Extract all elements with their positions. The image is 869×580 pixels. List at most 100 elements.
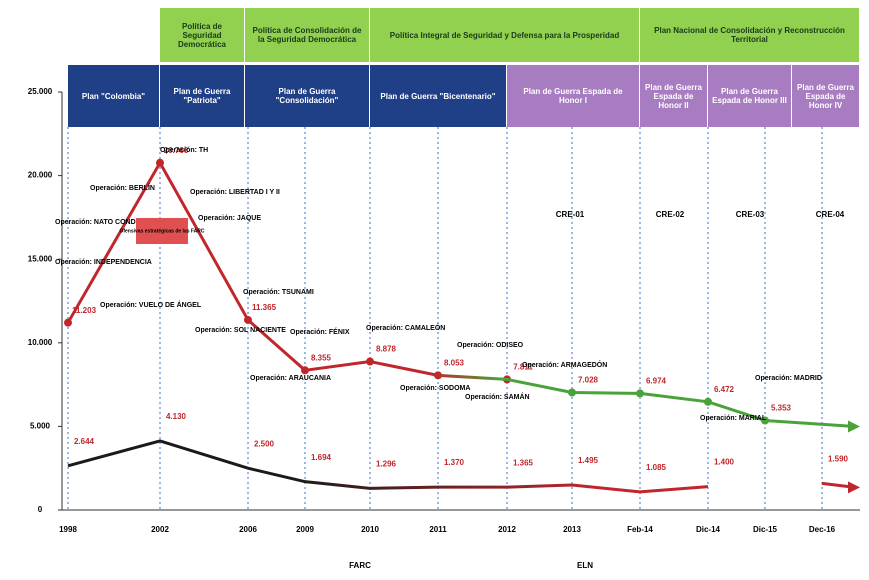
phase-label: CRE-02 <box>656 210 685 219</box>
policy-box <box>160 8 244 62</box>
x-tick-label: 2013 <box>563 525 581 534</box>
data-label: 7.028 <box>578 376 599 385</box>
x-tick-label: 2009 <box>296 525 314 534</box>
policy-text: Política de Consolidación de la Segurida… <box>252 26 362 44</box>
legend-label: FARC <box>349 561 371 570</box>
series-line <box>66 159 766 422</box>
data-label: 2.500 <box>254 439 275 448</box>
x-tick-label: Dic-15 <box>753 525 778 534</box>
policy-text: Política Integral de Seguridad y Defensa… <box>389 30 620 40</box>
policy: Política Integral de Seguridad y Defensa… <box>389 30 620 40</box>
policy: Política de Seguridad Democrática <box>177 21 227 49</box>
policy-text: Política de Seguridad Democrática <box>177 21 227 49</box>
plan: Plan de Guerra "Bicentenario" <box>380 91 496 101</box>
policy-box <box>245 8 369 62</box>
plan: Plan de Guerra Espada de Honor II <box>645 82 702 110</box>
annotation: Operación: SODOMA <box>400 385 470 392</box>
data-label: 1.495 <box>578 456 599 465</box>
plan-text: Plan de Guerra Espada de Honor IV <box>797 82 854 110</box>
annotation: Operación: ARMAGEDÓN <box>522 360 607 369</box>
policy-blank <box>68 8 159 62</box>
data-label: 4.130 <box>166 412 187 421</box>
x-tick-label: 2006 <box>239 525 257 534</box>
data-label: 8.355 <box>311 353 332 362</box>
data-label: 1.590 <box>828 455 849 464</box>
policy-text: Plan Nacional de Consolidación y Reconst… <box>654 26 845 44</box>
data-label: 1.400 <box>714 458 735 467</box>
x-tick-label: 2011 <box>429 525 447 534</box>
annotation: Operación: ODISEO <box>457 342 524 349</box>
annotation: Operación: LIBERTAD I Y II <box>190 189 280 196</box>
data-label: 8.053 <box>444 358 465 367</box>
x-tick-label: 2002 <box>151 525 169 534</box>
data-label: 6.974 <box>646 377 667 386</box>
x-tick-label: Dic-14 <box>696 525 721 534</box>
annotation: Operación: JAQUE <box>198 215 261 222</box>
arrow-head <box>848 481 860 494</box>
phase-label: CRE-03 <box>736 210 765 219</box>
plan-box <box>68 65 159 127</box>
plan: Plan "Colombia" <box>81 91 146 101</box>
plan: Plan de Guerra Espada de Honor III <box>712 87 787 105</box>
plan-box <box>160 65 244 127</box>
plan: Plan de Guerra "Consolidación" <box>275 87 339 105</box>
plan-text: Plan de Guerra Espada de Honor I <box>523 87 623 105</box>
annotation: Operación: NATO CONDOR <box>55 219 146 226</box>
plan: Plan de Guerra Espada de Honor I <box>523 87 623 105</box>
annotation: Ofensivas estratégicas de las FARC <box>119 228 204 234</box>
annotation: Operación: MADRID <box>755 375 822 382</box>
data-label: 1.365 <box>513 458 534 467</box>
plan-text: Plan de Guerra "Patriota" <box>173 87 231 105</box>
annotation: Operación: VUELO DE ÁNGEL <box>100 300 202 309</box>
data-label: 7.811 <box>513 363 533 372</box>
y-tick-label: 20.000 <box>28 171 53 180</box>
y-tick-label: 25.000 <box>28 87 53 96</box>
x-tick-label: Feb-14 <box>627 525 653 534</box>
annotation: Operación: INDEPENDENCIA <box>55 259 152 266</box>
annotation: Operación: CAMALEÓN <box>366 323 445 332</box>
phase-label: CRE-01 <box>556 210 585 219</box>
policy-box <box>370 8 639 62</box>
plan-text: Plan de Guerra "Consolidación" <box>275 87 339 105</box>
data-label: 6.472 <box>714 385 735 394</box>
annotation: Operación: SAMÁN <box>465 392 530 401</box>
plan-box <box>245 65 369 127</box>
data-label: 1.085 <box>646 463 667 472</box>
annotation: Operación: BERLÍN <box>90 183 155 192</box>
plan-text: Plan de Guerra Espada de Honor II <box>645 82 702 110</box>
plan-box <box>507 65 639 127</box>
annotation-box <box>136 218 188 244</box>
x-tick-label: Dec-16 <box>809 525 836 534</box>
annotation: Operación: FÉNIX <box>290 327 350 336</box>
data-label: 8.878 <box>376 345 397 354</box>
x-tick-label: 2012 <box>498 525 516 534</box>
data-label: 11.365 <box>252 303 277 312</box>
policy: Política de Consolidación de la Segurida… <box>252 26 362 44</box>
data-label: 11.203 <box>72 306 97 315</box>
policy-box <box>640 8 859 62</box>
y-tick-label: 5.000 <box>30 422 51 431</box>
y-tick-label: 10.000 <box>28 338 53 347</box>
plan-box <box>708 65 791 127</box>
plan-text: Plan de Guerra "Bicentenario" <box>380 91 496 101</box>
data-label: 20.766 <box>164 146 189 155</box>
plan-text: Plan "Colombia" <box>81 91 146 101</box>
annotation: Operación: TH <box>160 147 208 154</box>
phase-label: CRE-04 <box>816 210 845 219</box>
plan: Plan de Guerra "Patriota" <box>173 87 231 105</box>
data-label: 1.296 <box>376 459 397 468</box>
annotation: Operación: MARIAL <box>700 415 767 422</box>
plan-text: Plan de Guerra Espada de Honor III <box>712 87 787 105</box>
data-label: 1.370 <box>444 458 465 467</box>
x-tick-label: 1998 <box>59 525 77 534</box>
annotation: Operación: SOL NACIENTE <box>195 327 286 334</box>
annotation: Operación: ARAUCANIA <box>250 375 331 382</box>
policy: Plan Nacional de Consolidación y Reconst… <box>654 26 845 44</box>
plan-box <box>792 65 859 127</box>
plan-box <box>640 65 707 127</box>
y-tick-label: 15.000 <box>28 254 53 263</box>
data-label: 1.694 <box>311 453 332 462</box>
annotation: Operación: TSUNAMI <box>243 289 314 296</box>
